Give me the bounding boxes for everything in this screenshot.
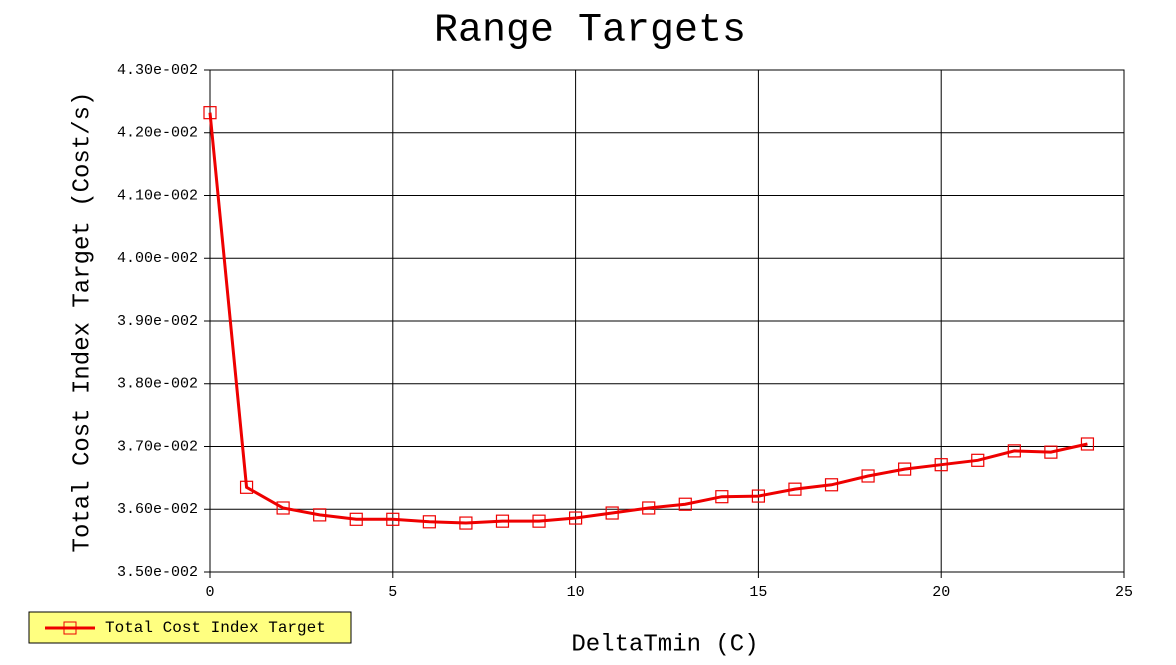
x-tick-label: 20 (932, 584, 950, 601)
data-marker (568, 511, 583, 525)
chart-title: Range Targets (434, 9, 746, 54)
data-marker (239, 480, 254, 494)
y-tick-label: 3.50e-002 (117, 564, 198, 581)
x-tick-label: 15 (749, 584, 767, 601)
data-marker (934, 458, 948, 472)
y-tick-label: 4.10e-002 (117, 187, 198, 204)
data-marker (642, 501, 656, 515)
y-tick-label: 4.00e-002 (117, 250, 198, 267)
data-marker (824, 478, 839, 492)
data-marker (349, 512, 363, 526)
data-marker (861, 469, 875, 483)
y-tick-label: 3.80e-002 (117, 376, 198, 393)
data-marker (1044, 445, 1058, 459)
y-tick-label: 3.90e-002 (117, 313, 198, 330)
data-marker (313, 508, 327, 522)
data-marker (532, 514, 546, 528)
data-marker (422, 515, 436, 529)
y-axis-label: Total Cost Index Target (Cost/s) (69, 92, 96, 553)
legend-label: Total Cost Index Target (105, 619, 326, 637)
data-marker (1080, 437, 1095, 451)
legend-marker (63, 621, 77, 635)
data-marker (898, 462, 912, 476)
data-marker (1007, 444, 1021, 458)
x-tick-label: 10 (567, 584, 585, 601)
y-tick-label: 3.70e-002 (117, 438, 198, 455)
x-tick-label: 25 (1115, 584, 1133, 601)
data-marker (276, 501, 290, 515)
data-line (208, 112, 1088, 525)
y-tick-label: 3.60e-002 (117, 501, 198, 518)
x-axis-label: DeltaTmin (C) (571, 631, 758, 658)
data-marker (788, 482, 802, 496)
data-marker (495, 514, 510, 528)
x-tick-label: 0 (205, 584, 214, 601)
data-marker (715, 490, 729, 504)
data-marker (678, 497, 692, 511)
data-marker (459, 516, 473, 530)
data-marker (203, 106, 217, 120)
data-marker (971, 453, 985, 467)
x-tick-label: 5 (388, 584, 397, 601)
y-tick-label: 4.30e-002 (117, 62, 198, 79)
data-marker (751, 489, 766, 503)
y-tick-label: 4.20e-002 (117, 125, 198, 142)
data-marker (386, 512, 400, 526)
data-marker (605, 506, 619, 520)
